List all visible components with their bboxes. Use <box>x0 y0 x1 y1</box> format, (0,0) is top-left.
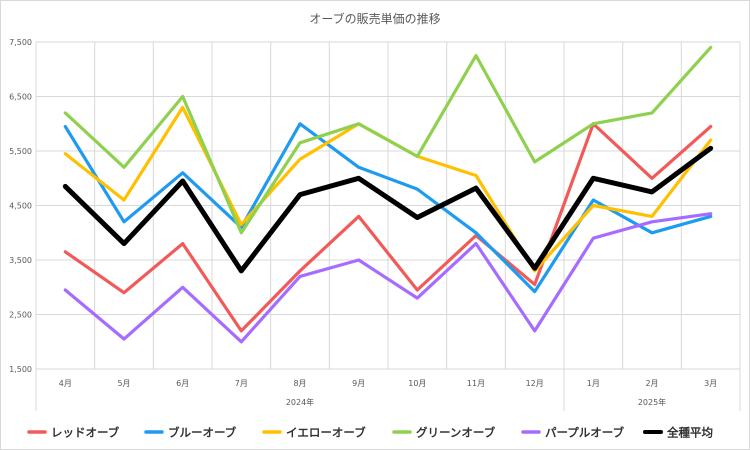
legend-label: 全種平均 <box>666 426 713 440</box>
x-tick-label: 7月 <box>235 379 248 388</box>
y-tick-label: 5,500 <box>9 147 32 156</box>
x-tick-label: 4月 <box>59 379 72 388</box>
x-tick-label: 12月 <box>526 379 544 388</box>
y-tick-label: 4,500 <box>9 202 32 211</box>
x-axis: 4月 5月 6月 7月 8月 9月 10月 11月 12月 1月 2月 3月 2024年 2025年 <box>35 369 741 411</box>
x-tick-label: 6月 <box>176 379 189 388</box>
y-tick-label: 1,500 <box>9 365 32 374</box>
legend: レッドオーブ ブルーオーブ イエローオーブ グリーンオーブ パープルオーブ 全種平均 <box>27 426 713 440</box>
y-tick-label: 2,500 <box>9 311 32 320</box>
y-axis: 1,500 2,500 3,500 4,500 5,500 6,500 7,500 <box>9 38 32 374</box>
series-line <box>63 122 713 294</box>
x-tick-label: 8月 <box>293 379 306 388</box>
year-group-label: 2025年 <box>638 397 666 407</box>
series-line <box>62 145 714 274</box>
chart-title: オーブの販売単価の推移 <box>309 11 440 26</box>
x-tick-label: 1月 <box>587 379 600 388</box>
legend-label: レッドオーブ <box>51 426 120 440</box>
y-tick-label: 3,500 <box>9 256 32 265</box>
legend-label: パープルオーブ <box>545 426 625 440</box>
legend-label: イエローオーブ <box>286 426 366 440</box>
x-tick-label: 3月 <box>704 379 717 388</box>
y-tick-label: 7,500 <box>9 38 32 47</box>
x-tick-label: 10月 <box>408 379 426 388</box>
series-line <box>63 45 713 235</box>
y-tick-label: 6,500 <box>9 93 32 102</box>
x-tick-label: 2月 <box>645 379 658 388</box>
x-tick-label: 5月 <box>117 379 130 388</box>
x-tick-label: 11月 <box>467 379 485 388</box>
x-tick-label: 9月 <box>352 379 365 388</box>
series-line <box>63 122 713 333</box>
series-line <box>63 212 713 344</box>
year-group-label: 2024年 <box>286 397 314 407</box>
legend-label: ブルーオーブ <box>168 426 237 440</box>
series-lines <box>62 45 714 344</box>
legend-label: グリーンオーブ <box>416 426 496 440</box>
gridlines <box>35 41 741 370</box>
